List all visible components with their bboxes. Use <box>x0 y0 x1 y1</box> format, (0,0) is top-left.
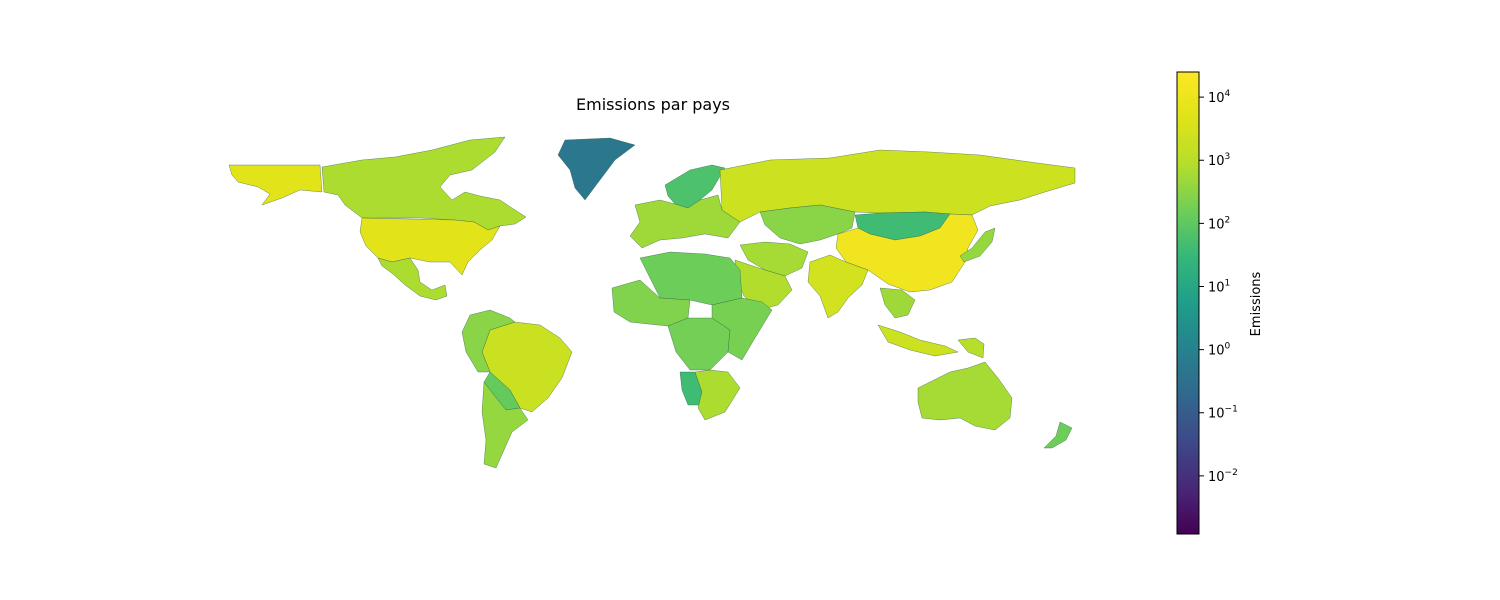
colorbar-tick-label: 102 <box>1208 215 1230 232</box>
colorbar-tick-label: 104 <box>1208 89 1231 106</box>
colorbar-tick-label: 100 <box>1208 342 1231 359</box>
colorbar-gradient <box>1176 71 1200 535</box>
chart-title: Emissions par pays <box>576 95 730 114</box>
region-iran <box>739 241 809 277</box>
colorbar-tick-label: 101 <box>1208 278 1230 295</box>
region-southeast-asia <box>879 287 916 319</box>
colorbar-label: Emissions <box>1249 271 1264 336</box>
region-papua-new-guinea <box>957 337 985 359</box>
region-southern-africa <box>694 369 741 421</box>
colorbar-ticks: 10−2 10−1 100 101 102 103 104 <box>1199 89 1238 485</box>
colorbar-tick-label: 10−2 <box>1208 468 1238 485</box>
region-central-africa <box>667 317 731 371</box>
region-peru <box>461 309 516 373</box>
region-indonesia <box>877 324 959 357</box>
region-scandinavia <box>664 164 726 209</box>
colorbar-tick-label: 103 <box>1208 152 1230 169</box>
colorbar-tick-label: 10−1 <box>1208 405 1238 422</box>
region-mexico <box>377 257 448 301</box>
region-alaska <box>228 164 323 206</box>
region-japan <box>959 227 996 263</box>
region-argentina <box>481 381 529 469</box>
region-australia <box>917 361 1013 431</box>
region-india <box>807 254 869 319</box>
region-europe <box>629 194 741 249</box>
region-united-states <box>359 217 501 276</box>
region-eastern-africa <box>711 297 773 361</box>
region-new-zealand <box>1043 421 1073 449</box>
colorbar: 10−2 10−1 100 101 102 103 104 Emissions <box>1176 71 1264 535</box>
region-canada <box>321 136 527 231</box>
region-greenland <box>557 137 636 201</box>
world-map <box>228 136 1076 469</box>
